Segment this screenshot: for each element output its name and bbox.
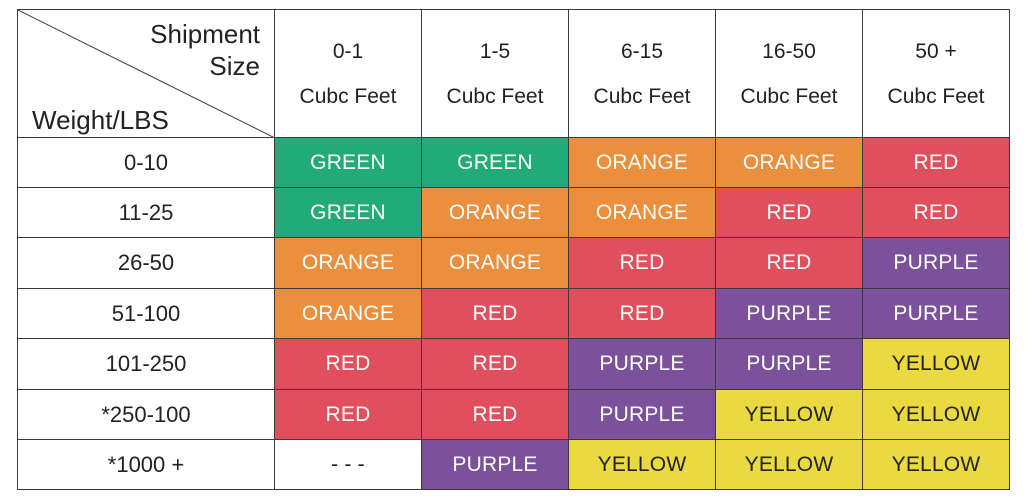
column-header-size: 16-50 Cubc Feet (715, 9, 863, 138)
rate-cell: GREEN (421, 137, 569, 188)
weight-label: Weight/LBS (32, 105, 169, 135)
rate-cell: YELLOW (715, 389, 863, 440)
rate-cell: YELLOW (568, 439, 716, 490)
rate-cell: ORANGE (715, 137, 863, 188)
table-row: 51-100 ORANGE RED RED PURPLE PURPLE (17, 288, 1010, 339)
column-unit: Cubc Feet (299, 84, 397, 108)
rate-cell: RED (568, 288, 716, 339)
column-header-size: 6-15 Cubc Feet (568, 9, 716, 138)
row-weight-label: 51-100 (17, 288, 275, 339)
rate-cell: YELLOW (862, 338, 1010, 390)
table-row: *1000 + - - - PURPLE YELLOW YELLOW YELLO… (17, 439, 1010, 490)
rate-cell: PURPLE (421, 439, 569, 490)
rate-cell: PURPLE (862, 237, 1010, 289)
rate-cell: YELLOW (862, 439, 1010, 490)
corner-header-cell: Shipment Size Weight/LBS (17, 9, 275, 138)
rate-cell: YELLOW (715, 439, 863, 490)
table-row: 0-10 GREEN GREEN ORANGE ORANGE RED (17, 137, 1010, 188)
column-header-size: 1-5 Cubc Feet (421, 9, 569, 138)
rate-cell: PURPLE (715, 338, 863, 390)
row-weight-label: 0-10 (17, 137, 275, 188)
rate-cell: YELLOW (862, 389, 1010, 440)
rate-cell: RED (862, 187, 1010, 238)
header-row: Shipment Size Weight/LBS 0-1 Cubc Feet 1-… (17, 9, 1010, 138)
rate-cell: GREEN (274, 137, 422, 188)
rate-cell: ORANGE (421, 237, 569, 289)
row-weight-label: *250-100 (17, 389, 275, 440)
table-row: *250-100 RED RED PURPLE YELLOW YELLOW (17, 389, 1010, 440)
column-range: 50 + (915, 39, 957, 63)
shipping-rate-table-wrapper: Shipment Size Weight/LBS 0-1 Cubc Feet 1-… (17, 9, 1010, 490)
column-range: 6-15 (620, 39, 664, 63)
column-unit: Cubc Feet (887, 84, 985, 108)
rate-cell: RED (715, 237, 863, 289)
rate-cell: ORANGE (568, 187, 716, 238)
rate-cell: - - - (274, 439, 422, 490)
rate-cell: RED (421, 389, 569, 440)
rate-cell: ORANGE (568, 137, 716, 188)
table-row: 26-50 ORANGE ORANGE RED RED PURPLE (17, 237, 1010, 289)
column-range: 16-50 (762, 39, 816, 63)
column-header-size: 0-1 Cubc Feet (274, 9, 422, 138)
rate-cell: RED (274, 338, 422, 390)
column-unit: Cubc Feet (446, 84, 544, 108)
row-weight-label: 26-50 (17, 237, 275, 289)
rate-cell: PURPLE (568, 389, 716, 440)
column-range: 1-5 (479, 39, 511, 63)
column-unit: Cubc Feet (740, 84, 838, 108)
rate-cell: PURPLE (715, 288, 863, 339)
rate-cell: RED (862, 137, 1010, 188)
shipment-size-label: Shipment Size (150, 18, 260, 82)
shipment-label-line1: Shipment (150, 19, 260, 49)
row-weight-label: 101-250 (17, 338, 275, 390)
rate-cell: ORANGE (274, 237, 422, 289)
rate-cell: RED (568, 237, 716, 289)
column-header-size: 50 + Cubc Feet (862, 9, 1010, 138)
column-unit: Cubc Feet (593, 84, 691, 108)
rate-cell: PURPLE (862, 288, 1010, 339)
column-range: 0-1 (332, 39, 364, 63)
rate-cell: RED (421, 338, 569, 390)
row-weight-label: 11-25 (17, 187, 275, 238)
rate-cell: RED (421, 288, 569, 339)
rate-cell: ORANGE (274, 288, 422, 339)
table-row: 101-250 RED RED PURPLE PURPLE YELLOW (17, 338, 1010, 390)
row-weight-label: *1000 + (17, 439, 275, 490)
rate-cell: RED (715, 187, 863, 238)
rate-cell: RED (274, 389, 422, 440)
shipping-rate-table: Shipment Size Weight/LBS 0-1 Cubc Feet 1-… (17, 9, 1010, 490)
shipment-label-line2: Size (209, 51, 260, 81)
table-row: 11-25 GREEN ORANGE ORANGE RED RED (17, 187, 1010, 238)
rate-cell: ORANGE (421, 187, 569, 238)
rate-cell: PURPLE (568, 338, 716, 390)
rate-cell: GREEN (274, 187, 422, 238)
diagonal-divider (18, 10, 275, 138)
